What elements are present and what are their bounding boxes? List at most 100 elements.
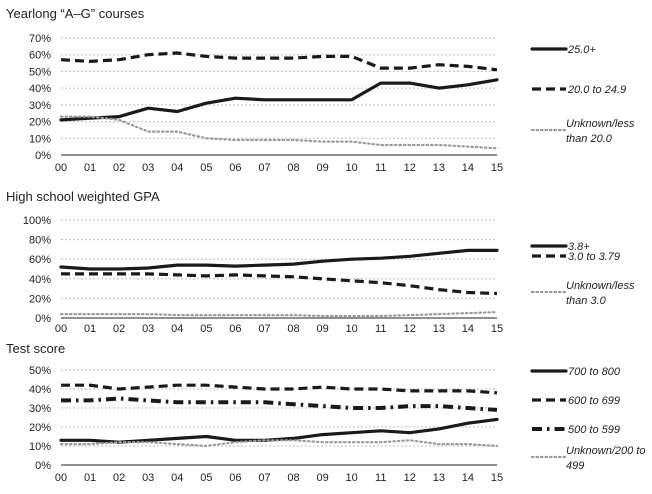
x-tick-label: 04 [171,323,183,335]
legend-label-line: 600 to 699 [568,395,620,407]
y-tick-label: 50% [29,365,51,377]
x-tick-label: 11 [375,472,386,484]
x-tick-label: 11 [375,162,386,174]
legend-label: 20.0 to 24.9 [567,84,626,96]
x-tick-label: 12 [404,162,416,174]
x-tick-label: 07 [258,323,270,335]
x-tick-label: 05 [200,472,212,484]
chart-panel-1: Yearlong “A–G” courses 0% 10% 20% 30% 40% 50% 6… [6,6,635,174]
legend-label-line: Unknown/less [566,118,635,130]
x-tick-label: 06 [229,162,241,174]
x-tick-label: 03 [142,162,154,174]
y-tick-label: 60% [29,254,51,266]
x-tick-label: 06 [229,472,241,484]
y-tick-label: 30% [29,403,51,415]
y-tick-label: 100% [23,215,51,227]
x-tick-label: 12 [404,323,416,335]
x-tick-label: 01 [84,162,96,174]
y-tick-label: 0% [35,150,51,162]
legend-label: Unknown/less than 3.0 [566,280,635,307]
y-tick-label: 20% [29,293,51,305]
x-tick-label: 08 [287,162,299,174]
x-tick-label: 02 [113,323,125,335]
x-tick-label: 14 [462,162,474,174]
x-tick-label: 11 [375,323,386,335]
y-tick-label: 70% [29,33,51,45]
legend-label: Unknown/less than 20.0 [566,118,635,145]
x-tick-label: 10 [346,162,358,174]
series-line-1 [59,417,499,444]
x-tick-label: 12 [404,472,416,484]
x-tick-label: 07 [258,162,270,174]
x-tick-label: 01 [84,472,96,484]
y-tick-label: 0% [35,460,51,472]
legend-label: 3.0 to 3.79 [568,251,620,263]
legend-label-line: Unknown/less [566,280,635,292]
x-tick-label: 08 [287,472,299,484]
legend-label-line: 499 [566,460,584,472]
x-tick-label: 00 [55,162,67,174]
series-line-1 [59,78,499,122]
x-tick-label: 15 [491,162,503,174]
series-line-3 [61,396,498,412]
series-line-1 [59,248,499,271]
y-tick-label: 20% [29,117,51,129]
y-tick-label: 40% [29,384,51,396]
legend-label: 600 to 699 [568,395,620,407]
x-tick-label: 10 [346,472,358,484]
legend-label-line: 3.8+ [568,241,590,253]
x-tick-label: 00 [55,323,67,335]
x-tick-label: 09 [316,162,328,174]
x-tick-label: 09 [316,323,328,335]
legend-label-line: 20.0 to 24.9 [567,84,626,96]
x-tick-label: 15 [491,323,503,335]
y-tick-label: 40% [29,274,51,286]
chart-title: Yearlong “A–G” courses [6,6,145,21]
x-tick-label: 10 [346,323,358,335]
chart-panel-2: High school weighted GPA 0% 20% 40% 60% 80% 10… [6,189,635,335]
chart-title: Test score [6,341,65,356]
x-tick-label: 14 [462,323,474,335]
y-tick-label: 30% [29,100,51,112]
series-line-2 [61,383,498,395]
x-tick-label: 06 [229,323,241,335]
series-line-2 [60,51,498,72]
y-tick-label: 10% [29,441,51,453]
x-tick-label: 04 [171,162,183,174]
series-line-3 [59,115,499,150]
legend-label: 25.0+ [567,44,596,56]
x-tick-label: 04 [171,472,183,484]
legend-label: 700 to 800 [568,366,621,378]
y-tick-label: 0% [35,313,51,325]
y-tick-label: 80% [29,235,51,247]
x-tick-label: 13 [433,323,445,335]
legend-label-line: 3.0 to 3.79 [568,251,620,263]
x-tick-label: 07 [258,472,270,484]
legend-label: 500 to 599 [568,424,620,436]
x-tick-label: 05 [200,162,212,174]
y-tick-label: 20% [29,422,51,434]
x-tick-label: 13 [433,162,445,174]
x-tick-label: 15 [491,472,503,484]
series-line-4 [59,439,499,448]
x-tick-label: 13 [433,472,445,484]
chart-panel-3: Test score 0% 10% 20% 30% 40% 50% 00 01 02 03 04 05 0… [6,341,646,484]
legend-label: 3.8+ [568,241,590,253]
x-tick-label: 03 [142,472,154,484]
y-tick-label: 50% [29,66,51,78]
x-tick-label: 03 [142,323,154,335]
x-tick-label: 02 [113,472,125,484]
x-tick-label: 09 [316,472,328,484]
legend-label-line: than 3.0 [566,295,607,307]
legend-label: Unknown/200 to 499 [566,445,646,472]
series-line-3 [59,311,499,318]
legend-label-line: 500 to 599 [568,424,620,436]
y-tick-label: 40% [29,83,51,95]
x-tick-label: 14 [462,472,474,484]
x-tick-label: 01 [84,323,96,335]
legend-label-line: 700 to 800 [568,366,621,378]
legend-label-line: Unknown/200 to [566,445,646,457]
x-tick-label: 00 [55,472,67,484]
x-tick-label: 02 [113,162,125,174]
